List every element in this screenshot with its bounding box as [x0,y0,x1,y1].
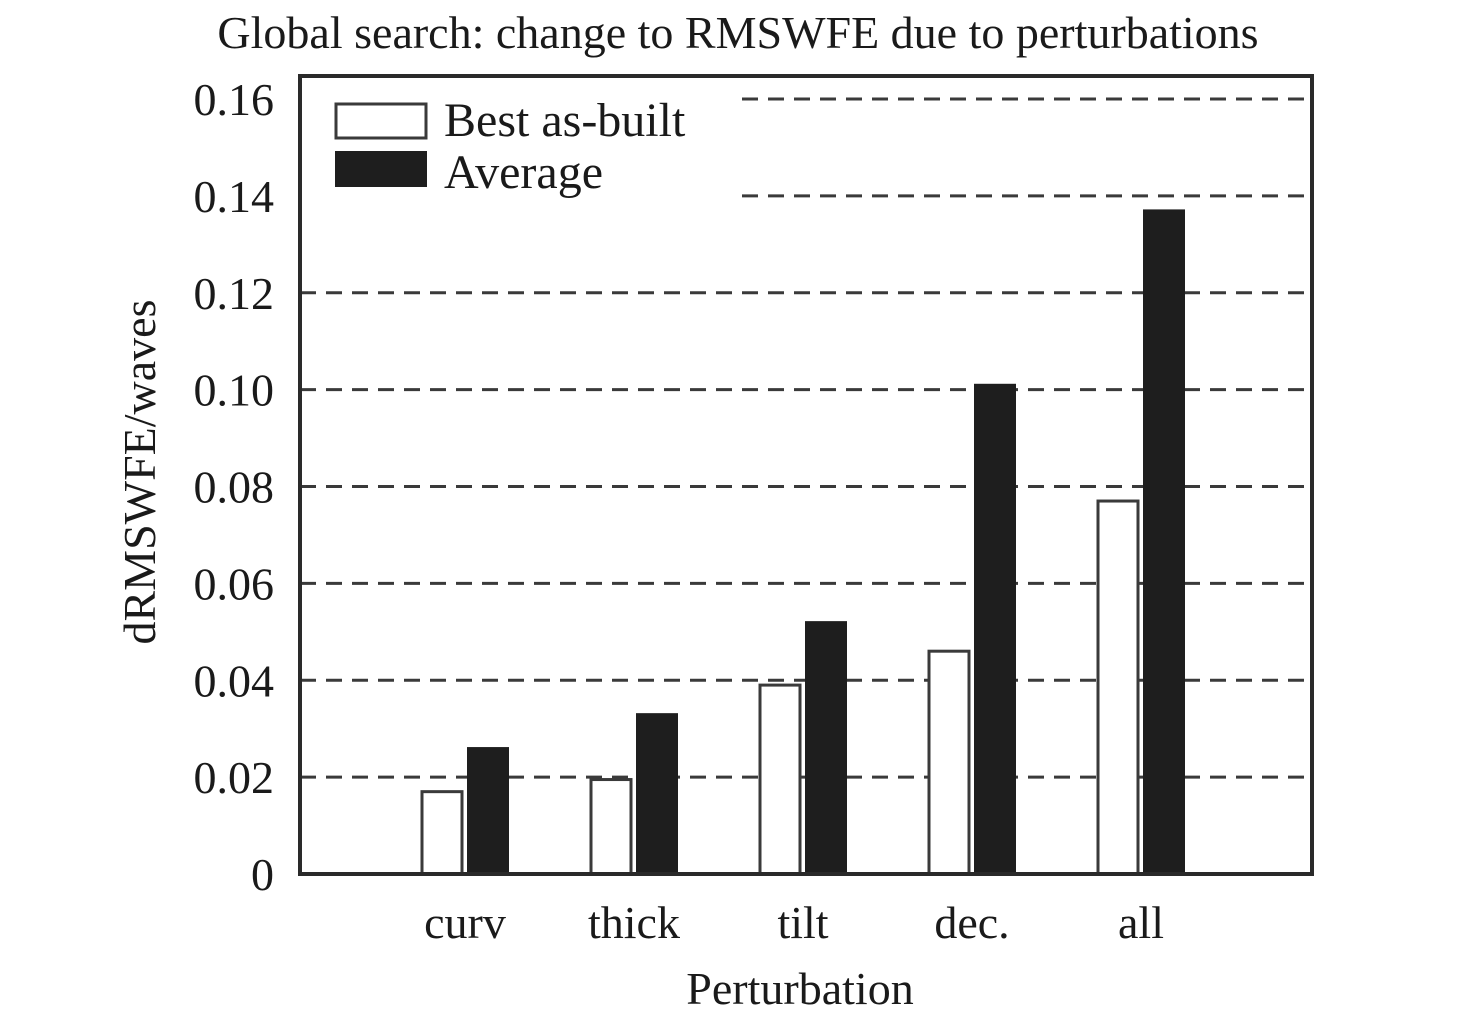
bar-average [1143,209,1185,875]
y-tick-label: 0 [251,849,274,900]
y-axis-label: dRMSWFE/waves [114,300,165,645]
x-tick-label: thick [588,897,680,948]
y-tick-label: 0.12 [194,268,275,319]
y-tick-label: 0.08 [194,462,275,513]
y-tick-label: 0.16 [194,74,275,125]
x-tick-label: curv [424,897,506,948]
bar-average [467,747,509,875]
y-tick-label: 0.06 [194,558,275,609]
bar-average [805,621,847,875]
bars [420,209,1185,876]
bar-best-as-built [420,790,464,876]
x-axis-label: Perturbation [686,963,913,1014]
x-tick-label: dec. [934,897,1009,948]
bar-best-as-built [927,649,971,876]
legend-swatch-best [334,102,428,140]
plot-frame [298,74,1314,876]
y-tick-label: 0.14 [194,171,275,222]
y-tick-label: 0.02 [194,752,275,803]
y-tick-label: 0.04 [194,655,275,706]
y-tick-labels: 0 0.02 0.04 0.06 0.08 0.10 0.12 0.14 0.16 [194,74,275,900]
bar-best-as-built [589,778,633,876]
chart-title: Global search: change to RMSWFE due to p… [217,7,1258,58]
bar-average [636,713,678,875]
bar-best-as-built [758,683,802,876]
bar-best-as-built [1096,499,1140,876]
x-tick-label: all [1118,897,1164,948]
x-tick-labels: curv thick tilt dec. all [424,897,1164,948]
legend-swatch-average [335,151,427,187]
legend-label-best: Best as-built [444,94,686,147]
y-tick-label: 0.10 [194,365,275,416]
legend-label-average: Average [444,146,603,199]
x-tick-label: tilt [777,897,828,948]
bar-average [974,383,1016,875]
